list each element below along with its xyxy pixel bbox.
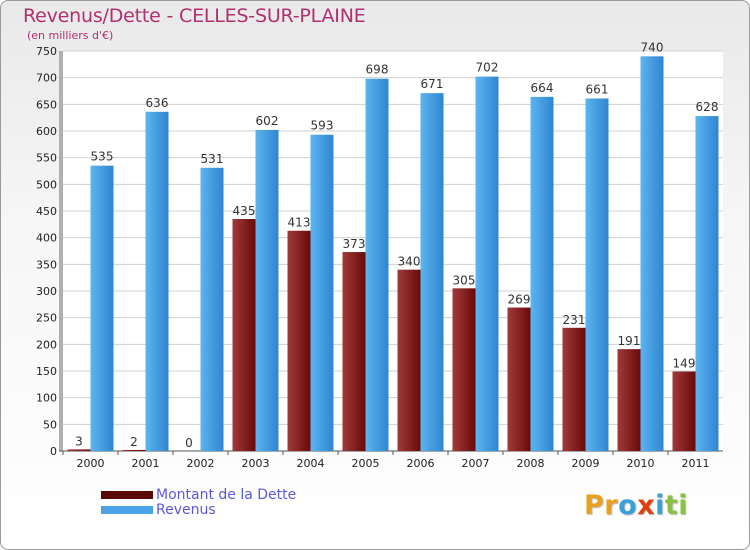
data-label-revenus: 664: [531, 81, 554, 95]
x-tick-label: 2008: [517, 457, 545, 470]
data-label-revenus: 740: [641, 40, 664, 54]
y-tick-label: 600: [36, 125, 57, 138]
bar-dette: [672, 371, 696, 451]
bar-dette: [562, 327, 586, 451]
data-label-dette: 149: [673, 357, 696, 371]
bar-revenus: [530, 96, 554, 451]
bar-dette: [122, 449, 146, 451]
legend-label-dette: Montant de la Dette: [156, 486, 297, 503]
x-tick-label: 2007: [462, 457, 490, 470]
y-tick-label: 0: [50, 445, 57, 458]
logo-letter: r: [604, 490, 619, 521]
plot-area: [63, 51, 723, 451]
legend-label-revenus: Revenus: [156, 501, 216, 518]
y-tick-label: 50: [43, 418, 57, 431]
bar-revenus: [255, 129, 279, 451]
data-label-revenus: 628: [696, 100, 719, 114]
data-label-dette: 305: [453, 273, 476, 287]
y-tick-label: 300: [36, 285, 57, 298]
y-tick-label: 200: [36, 338, 57, 351]
y-tick-label: 150: [36, 365, 57, 378]
chart-title: Revenus/Dette - CELLES-SUR-PLAINE: [23, 5, 366, 27]
proxiti-logo: Proxiti: [584, 490, 688, 521]
bar-revenus: [365, 78, 389, 451]
bar-revenus: [145, 111, 169, 452]
bar-dette: [452, 288, 476, 451]
data-label-dette: 373: [343, 237, 366, 251]
bar-dette: [287, 230, 311, 451]
x-tick-label: 2011: [682, 457, 710, 470]
data-label-revenus: 698: [366, 63, 389, 77]
y-tick-label: 350: [36, 258, 57, 271]
x-tick-label: 2003: [242, 457, 270, 470]
y-tick-label: 500: [36, 178, 57, 191]
legend-item-dette: Montant de la Dette: [101, 486, 297, 503]
logo-letter: x: [637, 490, 656, 521]
data-label-revenus: 531: [201, 152, 224, 166]
x-tick-label: 2006: [407, 457, 435, 470]
data-label-revenus: 702: [476, 61, 499, 75]
chart-subtitle: (en milliers d'€): [27, 29, 114, 42]
bar-revenus: [420, 93, 444, 451]
y-tick-label: 750: [36, 45, 57, 58]
legend-swatch-dette: [101, 490, 153, 499]
legend: Montant de la Dette Revenus: [101, 486, 297, 518]
legend-swatch-revenus: [101, 505, 153, 514]
data-label-revenus: 661: [586, 82, 609, 96]
bar-dette: [617, 349, 641, 451]
data-label-dette: 191: [618, 334, 641, 348]
data-label-dette: 269: [508, 293, 531, 307]
x-tick-label: 2002: [187, 457, 215, 470]
x-tick-label: 2009: [572, 457, 600, 470]
x-tick-label: 2004: [297, 457, 325, 470]
bar-dette: [342, 252, 366, 451]
data-label-dette: 231: [563, 313, 586, 327]
data-label-revenus: 535: [91, 150, 114, 164]
data-label-revenus: 636: [146, 96, 169, 110]
bar-revenus: [585, 98, 609, 451]
bar-revenus: [90, 165, 114, 451]
data-label-revenus: 671: [421, 77, 444, 91]
bar-revenus: [310, 134, 334, 451]
logo-letter: t: [664, 490, 679, 521]
logo-letter: i: [655, 490, 665, 521]
x-tick-label: 2010: [627, 457, 655, 470]
data-label-dette: 435: [233, 204, 256, 218]
y-tick-label: 100: [36, 392, 57, 405]
y-tick-label: 700: [36, 72, 57, 85]
y-tick-label: 650: [36, 98, 57, 111]
logo-letter: P: [584, 490, 605, 521]
x-tick-label: 2001: [132, 457, 160, 470]
y-axis-band: [59, 51, 63, 451]
x-tick-label: 2000: [77, 457, 105, 470]
bar-dette: [507, 307, 531, 451]
data-label-dette: 413: [288, 216, 311, 230]
y-tick-label: 450: [36, 205, 57, 218]
legend-item-revenus: Revenus: [101, 501, 296, 518]
data-label-dette: 3: [75, 434, 83, 448]
data-label-dette: 2: [130, 435, 138, 449]
y-tick-label: 400: [36, 232, 57, 245]
bar-revenus: [475, 76, 499, 451]
data-label-revenus: 602: [256, 114, 279, 128]
data-label-dette: 340: [398, 255, 421, 269]
bar-revenus: [200, 167, 224, 452]
bar-dette: [67, 449, 91, 451]
bar-revenus: [640, 56, 664, 451]
y-tick-label: 250: [36, 312, 57, 325]
logo-letter: o: [618, 490, 638, 521]
bar-dette: [397, 269, 421, 451]
logo-letter: i: [678, 490, 689, 521]
bar-dette: [232, 219, 256, 451]
bar-revenus: [695, 116, 719, 452]
y-tick-label: 550: [36, 152, 57, 165]
x-tick-label: 2005: [352, 457, 380, 470]
data-label-dette: 0: [185, 436, 193, 450]
data-label-revenus: 593: [311, 119, 334, 133]
